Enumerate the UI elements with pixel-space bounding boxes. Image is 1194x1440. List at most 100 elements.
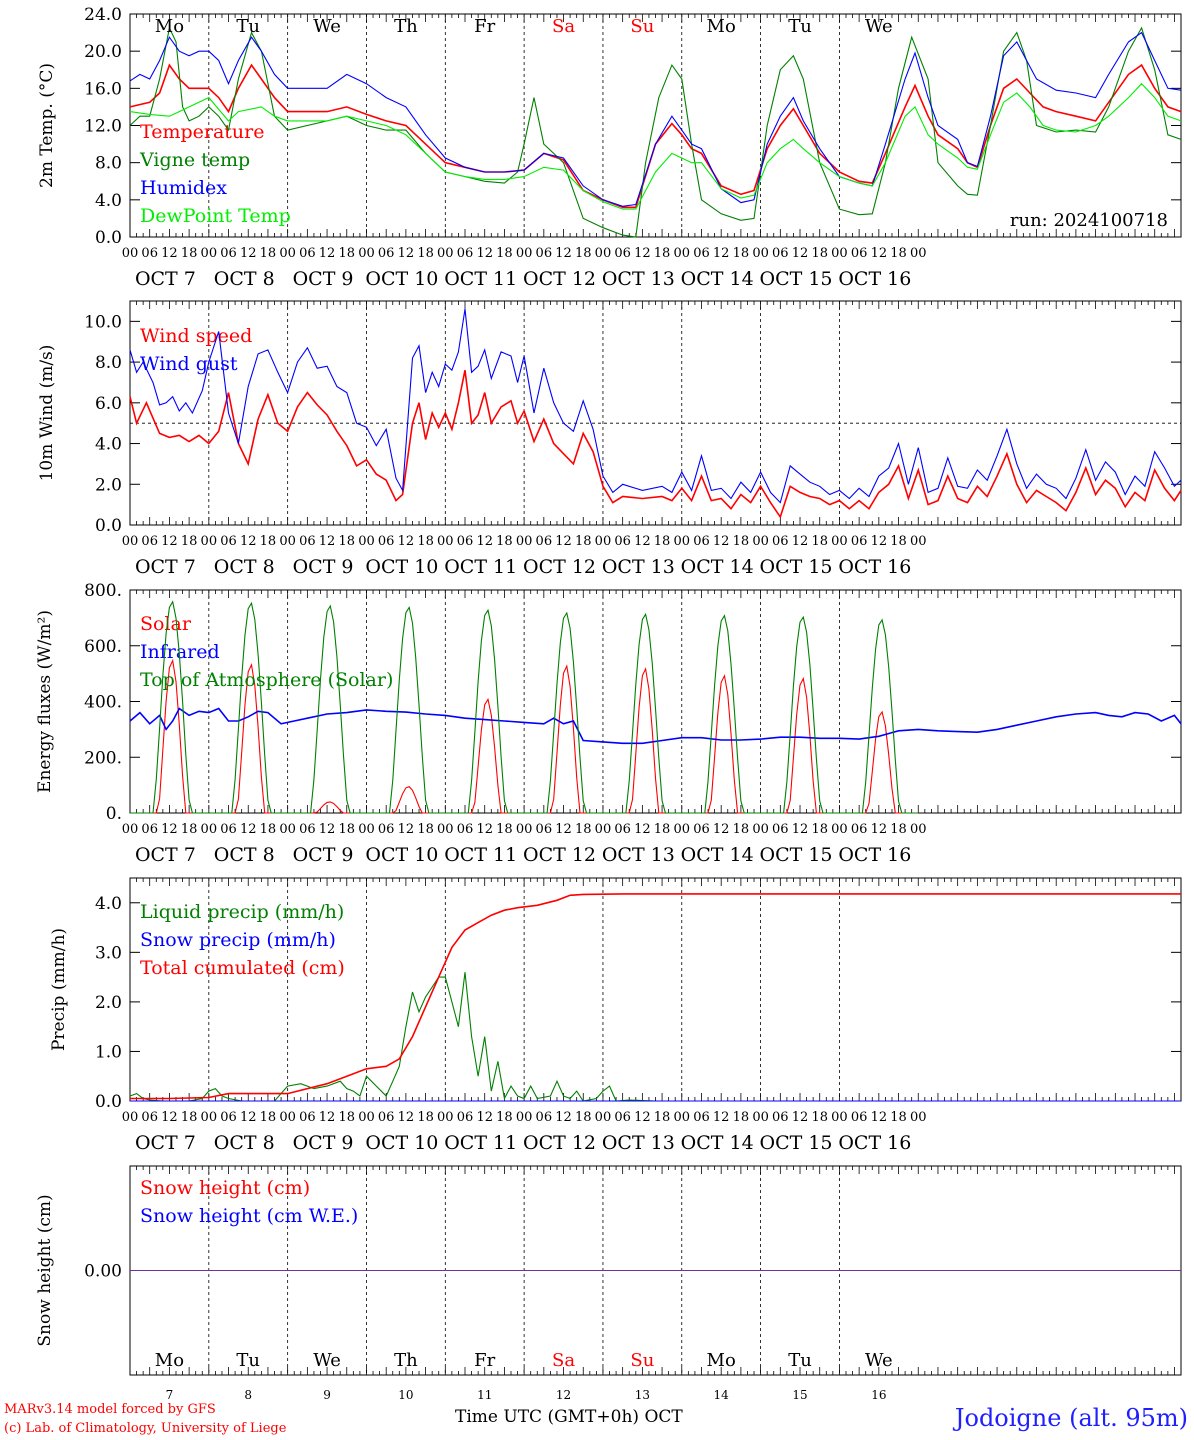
- y-tick-label: 0.0: [95, 1092, 122, 1112]
- hour-label: 06: [378, 246, 395, 261]
- hour-label: 06: [536, 1110, 553, 1125]
- hour-label: 12: [792, 534, 809, 549]
- hour-label: 06: [851, 822, 868, 837]
- date-label: OCT 10: [365, 844, 438, 866]
- date-label: OCT 12: [523, 1132, 596, 1154]
- day-name: Tu: [788, 1350, 812, 1371]
- day-name: Sa: [552, 1350, 575, 1371]
- y-tick-label: 800.: [84, 581, 122, 601]
- hour-label: 00: [437, 822, 454, 837]
- day-number: 16: [871, 1388, 886, 1400]
- hour-label: 06: [141, 534, 158, 549]
- hour-label: 06: [378, 1110, 395, 1125]
- hour-label: 00: [674, 246, 691, 261]
- hour-label: 00: [201, 822, 218, 837]
- day-name: Tu: [236, 1350, 260, 1371]
- hour-label: 06: [536, 246, 553, 261]
- y-tick-label: 6.0: [95, 394, 122, 414]
- legend-entry: Humidex: [140, 177, 227, 199]
- day-name: Tu: [236, 16, 260, 37]
- hour-label: 00: [674, 1110, 691, 1125]
- day-number: 13: [635, 1388, 650, 1400]
- day-name: Su: [630, 1350, 654, 1371]
- hour-label: 00: [595, 1110, 612, 1125]
- hour-label: 06: [378, 534, 395, 549]
- hour-label: 18: [654, 534, 671, 549]
- hour-label: 18: [575, 246, 592, 261]
- hour-label: 06: [536, 822, 553, 837]
- date-label: OCT 10: [365, 1132, 438, 1154]
- date-label: OCT 8: [214, 844, 275, 866]
- hour-label: 00: [831, 1110, 848, 1125]
- hour-label: 00: [516, 822, 533, 837]
- legend-entry: Solar: [140, 613, 192, 635]
- hour-label: 12: [476, 534, 493, 549]
- hour-label: 06: [693, 822, 710, 837]
- panel-frame: [129, 13, 1182, 238]
- series-line-total-cumulated-cm-: [130, 893, 1181, 1100]
- hour-label: 18: [181, 1110, 198, 1125]
- hour-label: 00: [595, 822, 612, 837]
- date-label: OCT 9: [293, 556, 354, 578]
- date-label: OCT 14: [681, 844, 754, 866]
- hour-label: 00: [279, 822, 296, 837]
- hour-label: 00: [910, 246, 927, 261]
- hour-label: 18: [496, 822, 513, 837]
- date-label: OCT 14: [681, 268, 754, 290]
- hour-label: 18: [417, 1110, 434, 1125]
- hour-label: 18: [181, 246, 198, 261]
- hour-label: 06: [299, 1110, 316, 1125]
- day-number: 14: [714, 1388, 730, 1400]
- day-name: Th: [394, 1350, 418, 1371]
- hour-label: 18: [575, 534, 592, 549]
- hour-label: 00: [595, 246, 612, 261]
- day-number: 11: [477, 1388, 492, 1400]
- date-label: OCT 11: [444, 844, 517, 866]
- legend-entry: Snow height (cm): [140, 1177, 310, 1199]
- hour-label: 12: [240, 246, 257, 261]
- day-name: We: [313, 1350, 341, 1371]
- hour-label: 12: [161, 534, 178, 549]
- hour-label: 06: [693, 534, 710, 549]
- hour-label: 18: [181, 534, 198, 549]
- hour-label: 00: [752, 822, 769, 837]
- hour-label: 12: [398, 534, 415, 549]
- hour-label: 00: [516, 534, 533, 549]
- hour-label: 12: [240, 822, 257, 837]
- hour-label: 12: [792, 822, 809, 837]
- day-name: Fr: [474, 1350, 495, 1371]
- date-label: OCT 7: [135, 1132, 196, 1154]
- hour-label: 00: [279, 534, 296, 549]
- day-name: Mo: [707, 16, 736, 37]
- y-axis-label: Energy fluxes (W/m²): [35, 610, 55, 793]
- hour-label: 12: [871, 534, 888, 549]
- y-tick-label: 4.0: [95, 435, 122, 455]
- hour-label: 06: [614, 534, 631, 549]
- day-name: Mo: [707, 1350, 736, 1371]
- legend-entry: Snow precip (mm/h): [140, 929, 336, 951]
- y-tick-label: 4.0: [95, 894, 122, 914]
- hour-label: 12: [161, 822, 178, 837]
- hour-label: 06: [614, 246, 631, 261]
- legend-entry: Total cumulated (cm): [140, 957, 345, 979]
- date-label: OCT 8: [214, 1132, 275, 1154]
- legend-entry: Temperature: [140, 121, 264, 143]
- station-name: Jodoigne (alt. 95m): [954, 1404, 1188, 1432]
- day-number: 8: [244, 1388, 252, 1400]
- hour-label: 00: [201, 246, 218, 261]
- day-name: Th: [394, 16, 418, 37]
- hour-label: 06: [772, 822, 789, 837]
- hour-label: 12: [634, 534, 651, 549]
- hour-label: 00: [831, 822, 848, 837]
- legend-entry: Vigne temp: [139, 149, 250, 171]
- hour-label: 12: [398, 822, 415, 837]
- hour-label: 06: [141, 822, 158, 837]
- meteogram: 0.0 4.0 8.0 12.0 16.0 20.0 24.0 2m Temp. (°C) 00…: [35, 5, 1182, 1400]
- series-line-wind-speed: [129, 370, 1182, 519]
- y-tick-label: 0.: [106, 804, 122, 824]
- legend-entry: Liquid precip (mm/h): [140, 901, 344, 923]
- y-axis-label: Snow height (cm): [35, 1194, 55, 1346]
- hour-label: 00: [674, 534, 691, 549]
- hour-label: 00: [122, 534, 139, 549]
- hour-label: 00: [122, 246, 139, 261]
